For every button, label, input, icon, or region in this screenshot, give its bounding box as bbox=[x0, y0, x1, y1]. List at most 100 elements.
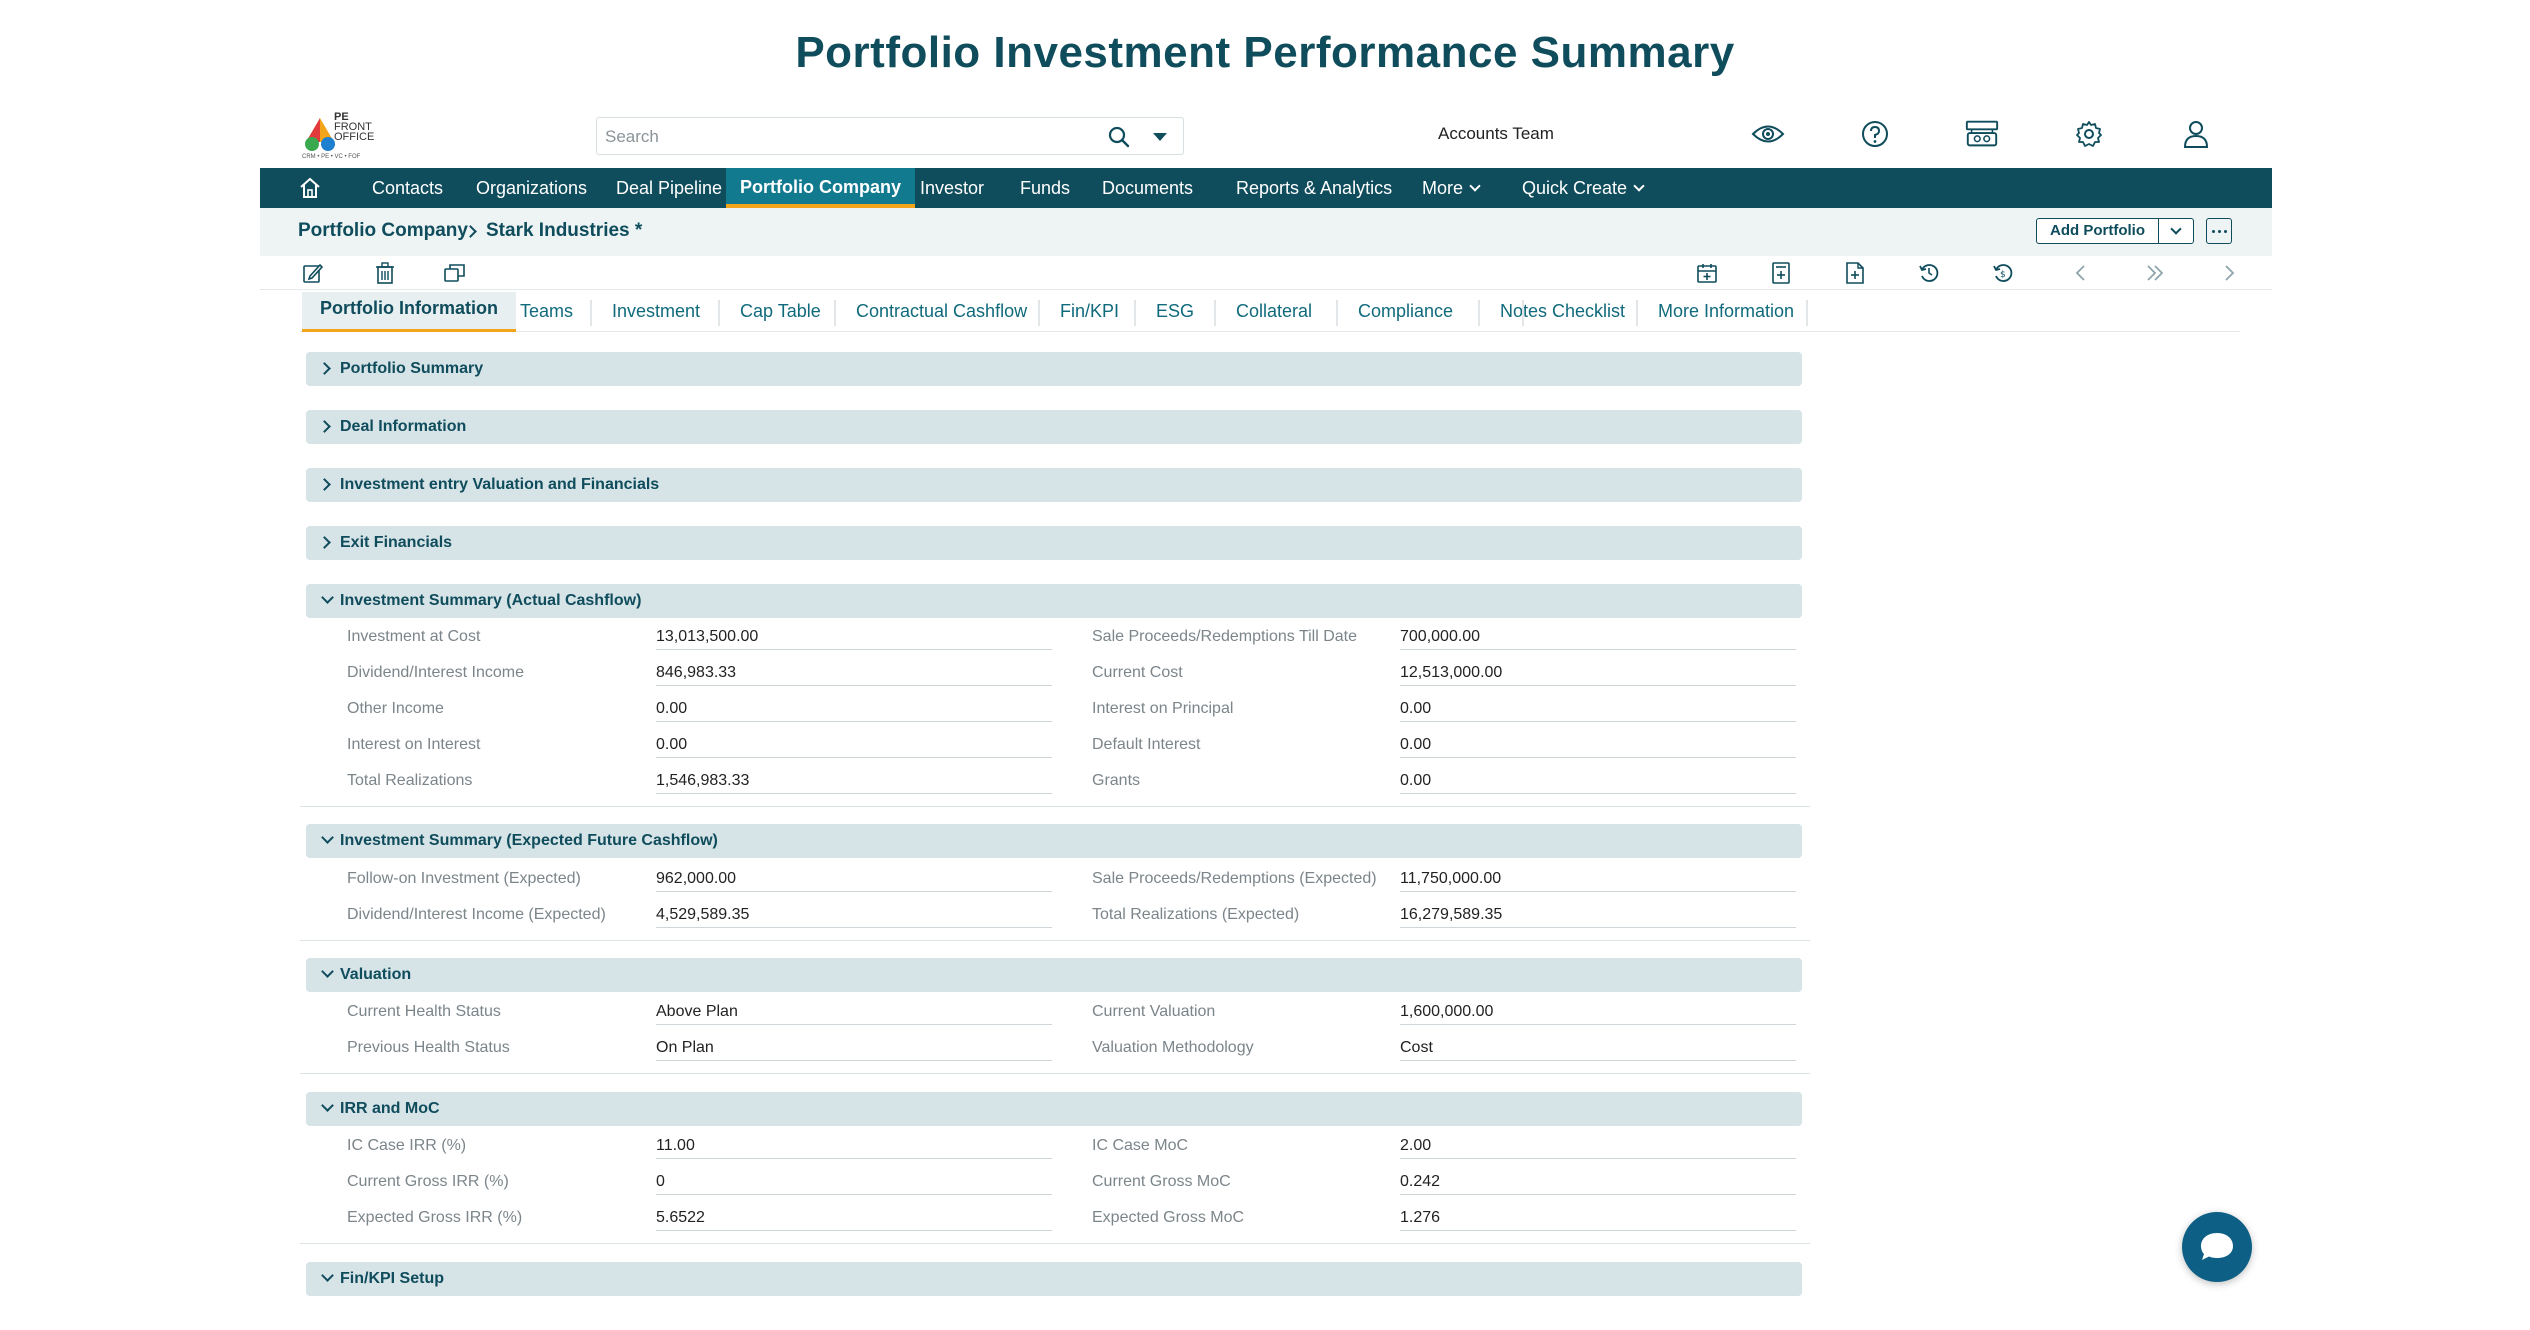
interest-on-interest-value[interactable]: 0.00 bbox=[656, 730, 1052, 758]
more-actions-button[interactable] bbox=[2206, 218, 2232, 244]
tab-investment[interactable]: Investment bbox=[612, 301, 701, 321]
section-title: Investment entry Valuation and Financial… bbox=[340, 476, 660, 493]
breadcrumb: Portfolio Company Stark Industries * Add… bbox=[260, 208, 2272, 256]
tab-divider bbox=[718, 300, 720, 326]
tab-divider bbox=[1134, 300, 1136, 326]
next-record-icon[interactable] bbox=[2216, 260, 2242, 286]
contacts-card-icon[interactable] bbox=[1964, 116, 2000, 152]
dividend-interest-income-value[interactable]: 846,983.33 bbox=[656, 658, 1052, 686]
add-portfolio-dropdown[interactable] bbox=[2159, 219, 2193, 243]
nav-deal-pipeline[interactable]: Deal Pipeline bbox=[616, 178, 723, 198]
last-record-icon[interactable] bbox=[2142, 260, 2168, 286]
search-icon[interactable] bbox=[1107, 125, 1131, 154]
chevron-right-icon bbox=[318, 536, 331, 549]
tab-more-information[interactable]: More Information bbox=[1658, 301, 1795, 321]
section-investment-summary-actual[interactable]: Investment Summary (Actual Cashflow) bbox=[306, 584, 1802, 618]
delete-icon[interactable] bbox=[372, 260, 398, 286]
section-investment-entry-valuation[interactable]: Investment entry Valuation and Financial… bbox=[306, 468, 1802, 502]
nav-contacts[interactable]: Contacts bbox=[372, 178, 444, 198]
add-portfolio-label[interactable]: Add Portfolio bbox=[2037, 219, 2159, 243]
accounts-team-label[interactable]: Accounts Team bbox=[1438, 124, 1554, 143]
section-portfolio-summary[interactable]: Portfolio Summary bbox=[306, 352, 1802, 386]
user-icon[interactable] bbox=[2178, 116, 2214, 152]
field-label: IC Case MoC bbox=[1092, 1137, 1189, 1154]
total-realizations-value[interactable]: 1,546,983.33 bbox=[656, 766, 1052, 794]
nav-organizations[interactable]: Organizations bbox=[476, 178, 588, 198]
search-dropdown-icon[interactable] bbox=[1153, 133, 1167, 141]
section-investment-summary-expected[interactable]: Investment Summary (Expected Future Cash… bbox=[306, 824, 1802, 858]
interest-on-principal-value[interactable]: 0.00 bbox=[1400, 694, 1796, 722]
tab-portfolio-information[interactable]: Portfolio Information bbox=[302, 292, 516, 332]
field-label: Sale Proceeds/Redemptions (Expected) bbox=[1092, 870, 1377, 887]
chat-button[interactable] bbox=[2182, 1212, 2252, 1282]
nav-quick-create[interactable]: Quick Create bbox=[1508, 168, 1657, 208]
tab-contractual-cashflow[interactable]: Contractual Cashflow bbox=[856, 301, 1028, 321]
add-document-icon[interactable] bbox=[1768, 260, 1794, 286]
current-gross-irr-value[interactable]: 0 bbox=[656, 1167, 1052, 1195]
field-label: Valuation Methodology bbox=[1092, 1039, 1254, 1056]
current-health-status-value[interactable]: Above Plan bbox=[656, 997, 1052, 1025]
tab-cap-table[interactable]: Cap Table bbox=[740, 301, 821, 321]
section-title: Fin/KPI Setup bbox=[340, 1270, 444, 1287]
ic-case-moc-value[interactable]: 2.00 bbox=[1400, 1131, 1796, 1159]
current-valuation-value[interactable]: 1,600,000.00 bbox=[1400, 997, 1796, 1025]
previous-record-icon[interactable] bbox=[2068, 260, 2094, 286]
section-fin-kpi-setup[interactable]: Fin/KPI Setup bbox=[306, 1262, 1802, 1296]
field-label: Current Health Status bbox=[347, 1003, 501, 1020]
page-title: Portfolio Investment Performance Summary bbox=[795, 28, 1735, 77]
file-add-icon[interactable] bbox=[1842, 260, 1868, 286]
field-label: Dividend/Interest Income (Expected) bbox=[347, 906, 606, 923]
follow-on-investment-value[interactable]: 962,000.00 bbox=[656, 864, 1052, 892]
tab-teams[interactable]: Teams bbox=[520, 301, 574, 321]
default-interest-value[interactable]: 0.00 bbox=[1400, 730, 1796, 758]
tab-divider bbox=[1636, 300, 1638, 326]
nav-reports-analytics[interactable]: Reports & Analytics bbox=[1236, 178, 1393, 198]
tab-checklist[interactable]: Checklist bbox=[1552, 301, 1626, 321]
refresh-dollar-icon[interactable]: $ bbox=[1990, 260, 2016, 286]
section-exit-financials[interactable]: Exit Financials bbox=[306, 526, 1802, 560]
tab-fin-kpi[interactable]: Fin/KPI bbox=[1060, 301, 1120, 321]
history-icon[interactable] bbox=[1916, 260, 1942, 286]
calendar-icon[interactable] bbox=[1694, 260, 1720, 286]
sale-proceeds-till-date-value[interactable]: 700,000.00 bbox=[1400, 622, 1796, 650]
field-label: Interest on Interest bbox=[347, 736, 481, 753]
app-logo[interactable]: PE FRONT OFFICE CRM • PE • VC • FOF bbox=[302, 110, 392, 161]
investment-at-cost-value[interactable]: 13,013,500.00 bbox=[656, 622, 1052, 650]
nav-investor[interactable]: Investor bbox=[920, 178, 985, 198]
home-icon[interactable] bbox=[298, 176, 322, 200]
duplicate-icon[interactable] bbox=[442, 260, 468, 286]
field-label: Default Interest bbox=[1092, 736, 1201, 753]
total-realizations-expected-value[interactable]: 16,279,589.35 bbox=[1400, 900, 1796, 928]
nav-quick-create-label: Quick Create bbox=[1522, 178, 1628, 198]
breadcrumb-root[interactable]: Portfolio Company bbox=[298, 220, 468, 241]
section-irr-and-moc[interactable]: IRR and MoC bbox=[306, 1092, 1802, 1126]
expected-gross-moc-value[interactable]: 1.276 bbox=[1400, 1203, 1796, 1231]
help-icon[interactable] bbox=[1857, 116, 1893, 152]
expected-gross-irr-value[interactable]: 5.6522 bbox=[656, 1203, 1052, 1231]
edit-icon[interactable] bbox=[300, 260, 326, 286]
section-valuation[interactable]: Valuation bbox=[306, 958, 1802, 992]
other-income-value[interactable]: 0.00 bbox=[656, 694, 1052, 722]
add-portfolio-button[interactable]: Add Portfolio bbox=[2036, 218, 2194, 244]
tab-compliance[interactable]: Compliance bbox=[1358, 301, 1454, 321]
tab-esg[interactable]: ESG bbox=[1156, 301, 1195, 321]
grants-value[interactable]: 0.00 bbox=[1400, 766, 1796, 794]
section-deal-information[interactable]: Deal Information bbox=[306, 410, 1802, 444]
field-label: Current Gross IRR (%) bbox=[347, 1173, 509, 1190]
dividend-income-expected-value[interactable]: 4,529,589.35 bbox=[656, 900, 1052, 928]
eye-icon[interactable] bbox=[1750, 116, 1786, 152]
nav-portfolio-company[interactable]: Portfolio Company bbox=[726, 168, 915, 208]
nav-documents[interactable]: Documents bbox=[1102, 178, 1194, 198]
current-gross-moc-value[interactable]: 0.242 bbox=[1400, 1167, 1796, 1195]
gear-icon[interactable] bbox=[2071, 116, 2107, 152]
nav-more[interactable]: More bbox=[1408, 168, 1493, 208]
ic-case-irr-value[interactable]: 11.00 bbox=[656, 1131, 1052, 1159]
search-input[interactable] bbox=[605, 124, 1085, 150]
nav-funds[interactable]: Funds bbox=[1020, 178, 1071, 198]
current-cost-value[interactable]: 12,513,000.00 bbox=[1400, 658, 1796, 686]
valuation-methodology-value[interactable]: Cost bbox=[1400, 1033, 1796, 1061]
previous-health-status-value[interactable]: On Plan bbox=[656, 1033, 1052, 1061]
svg-text:$: $ bbox=[2000, 270, 2006, 280]
sale-proceeds-expected-value[interactable]: 11,750,000.00 bbox=[1400, 864, 1796, 892]
tab-collateral[interactable]: Collateral bbox=[1236, 301, 1313, 321]
